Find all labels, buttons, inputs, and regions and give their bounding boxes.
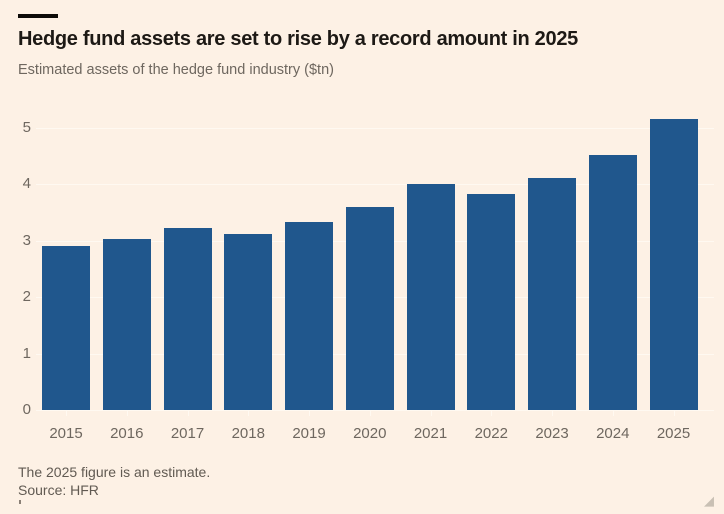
x-axis-tick [673,411,675,416]
stray-tick-mark [19,500,21,504]
chart-subtitle: Estimated assets of the hedge fund indus… [18,62,334,78]
x-axis-tick-label: 2021 [413,425,448,442]
x-axis-tick [187,411,189,416]
x-axis-tick [430,411,432,416]
gridline [36,127,714,129]
source-credit: Source: HFR [18,482,99,498]
x-axis-tick-label: 2022 [474,425,508,442]
y-axis-tick-label: 0 [22,401,31,418]
x-axis-tick [126,411,128,416]
footnote: The 2025 figure is an estimate. [18,464,211,480]
x-axis-tick [309,411,310,416]
title-rule [18,14,58,18]
x-axis-tick-label: 2016 [110,425,144,442]
bar-2023 [528,177,576,410]
bar-2021 [406,184,455,410]
x-axis-tick [491,411,493,416]
x-axis-tick-label: 2025 [656,425,691,442]
x-axis-tick-label: 2023 [535,425,569,442]
bar-2020 [345,206,394,410]
x-axis-tick-label: 2020 [353,425,387,442]
bar-2016 [102,239,151,410]
x-axis-tick [369,411,371,416]
x-axis-tick-label: 2019 [292,425,326,442]
x-axis-tick-label: 2024 [596,425,630,442]
bar-2022 [467,193,516,410]
bar-2025 [649,119,698,410]
bar-2015 [42,246,90,410]
x-axis-tick-label: 2017 [170,425,205,442]
gridline [36,184,714,185]
resize-handle-icon[interactable]: ◢ [704,494,714,509]
x-axis-tick [66,411,67,416]
bar-2018 [224,234,273,410]
bar-2017 [163,228,212,410]
y-axis-tick-label: 5 [22,118,31,136]
y-axis-tick-label: 3 [22,231,31,249]
x-axis-tick [612,411,614,416]
chart-title: Hedge fund assets are set to rise by a r… [18,28,578,50]
y-axis-tick-label: 4 [22,175,31,192]
x-axis-tick [552,411,553,416]
bar-2019 [285,221,333,410]
x-axis-tick-label: 2018 [231,425,265,442]
x-axis-tick [248,411,250,416]
bar-2024 [588,155,637,410]
x-axis-tick-label: 2015 [49,425,83,442]
gridline [36,410,714,411]
y-axis-tick-label: 2 [22,288,31,305]
y-axis-tick-label: 1 [22,344,31,362]
